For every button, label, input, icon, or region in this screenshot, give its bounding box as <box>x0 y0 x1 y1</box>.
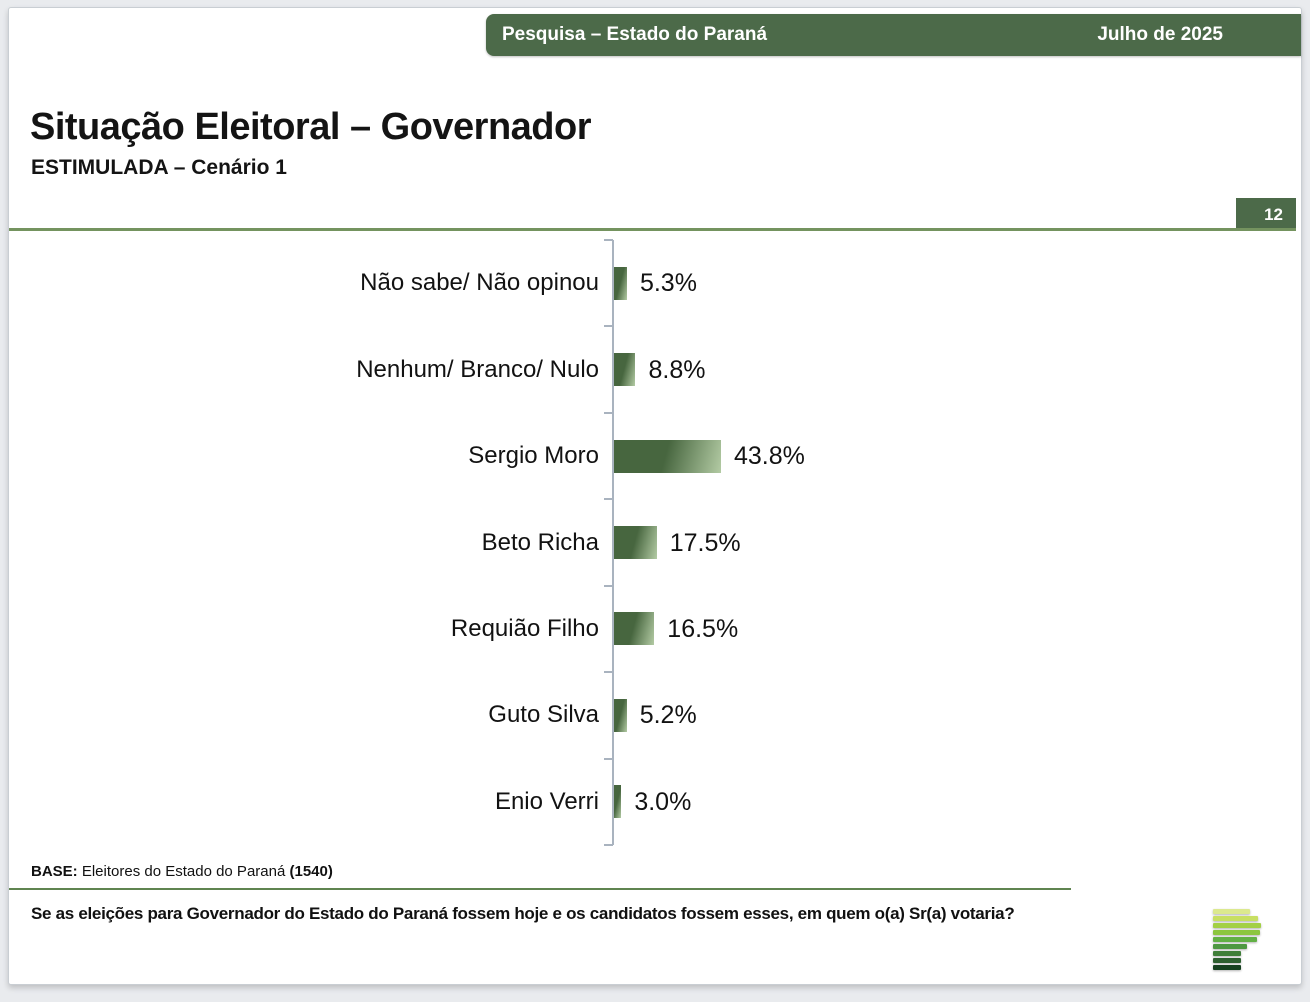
base-note: BASE: Eleitores do Estado do Paraná (154… <box>31 863 333 880</box>
value-label: 5.2% <box>639 701 697 730</box>
axis-tick <box>604 325 613 328</box>
category-label: Guto Silva <box>488 701 599 729</box>
axis-tick <box>604 584 613 587</box>
page-title: Situação Eleitoral – Governador <box>30 106 592 148</box>
value-label: 8.8% <box>648 355 706 384</box>
page-number-badge: 12 <box>1236 198 1296 231</box>
data-bar <box>614 353 636 387</box>
presentation-slide: Pesquisa – Estado do Paraná Julho de 202… <box>8 7 1302 985</box>
value-label: 17.5% <box>669 528 741 557</box>
bar-chart: Não sabe/ Não opinou 5.3% Nenhum/ Branco/ … <box>9 8 1301 984</box>
base-count: (1540) <box>289 863 333 880</box>
value-label: 3.0% <box>634 787 692 816</box>
category-label: Requião Filho <box>450 614 599 642</box>
data-bar <box>614 439 721 473</box>
category-label: Não sabe/ Não opinou <box>360 269 599 297</box>
parana-pesquisas-logo <box>1213 909 1261 970</box>
value-label: 43.8% <box>734 442 805 471</box>
logo-bar <box>1213 930 1260 935</box>
category-label: Enio Verri <box>494 787 599 815</box>
axis-tick <box>604 498 613 501</box>
value-label: 16.5% <box>667 614 739 643</box>
logo-bar <box>1213 909 1250 914</box>
data-bar <box>614 266 627 300</box>
data-bar <box>614 785 622 819</box>
logo-bar <box>1213 944 1247 949</box>
logo-bar <box>1213 951 1241 956</box>
axis-tick <box>604 239 613 241</box>
slide-header-bar: Pesquisa – Estado do Paraná Julho de 202… <box>486 14 1301 56</box>
header-divider-rule <box>9 228 1296 231</box>
category-label: Nenhum/ Branco/ Nulo <box>356 355 599 383</box>
logo-bar <box>1213 916 1258 921</box>
base-label: BASE: <box>31 863 78 880</box>
axis-tick <box>604 757 613 760</box>
axis-tick <box>604 844 613 846</box>
survey-question: Se as eleições para Governador do Estado… <box>31 904 1015 923</box>
footer-divider-rule <box>9 888 1071 890</box>
chart-axis <box>612 240 614 845</box>
axis-tick <box>604 411 613 414</box>
category-label: Sergio Moro <box>468 442 599 470</box>
page-subtitle: ESTIMULADA – Cenário 1 <box>31 156 287 179</box>
header-survey-label: Pesquisa – Estado do Paraná <box>502 24 768 45</box>
data-bar <box>614 612 655 646</box>
header-date-label: Julho de 2025 <box>1097 24 1223 45</box>
base-text: Eleitores do Estado do Paraná <box>77 863 290 880</box>
value-label: 5.3% <box>639 269 697 298</box>
logo-bar <box>1213 937 1257 942</box>
data-bar <box>614 526 657 559</box>
logo-bar <box>1213 965 1241 970</box>
logo-bar <box>1213 958 1241 963</box>
category-label: Beto Richa <box>481 528 599 556</box>
axis-tick <box>604 671 613 674</box>
data-bar <box>614 698 627 732</box>
logo-bar <box>1213 923 1261 928</box>
